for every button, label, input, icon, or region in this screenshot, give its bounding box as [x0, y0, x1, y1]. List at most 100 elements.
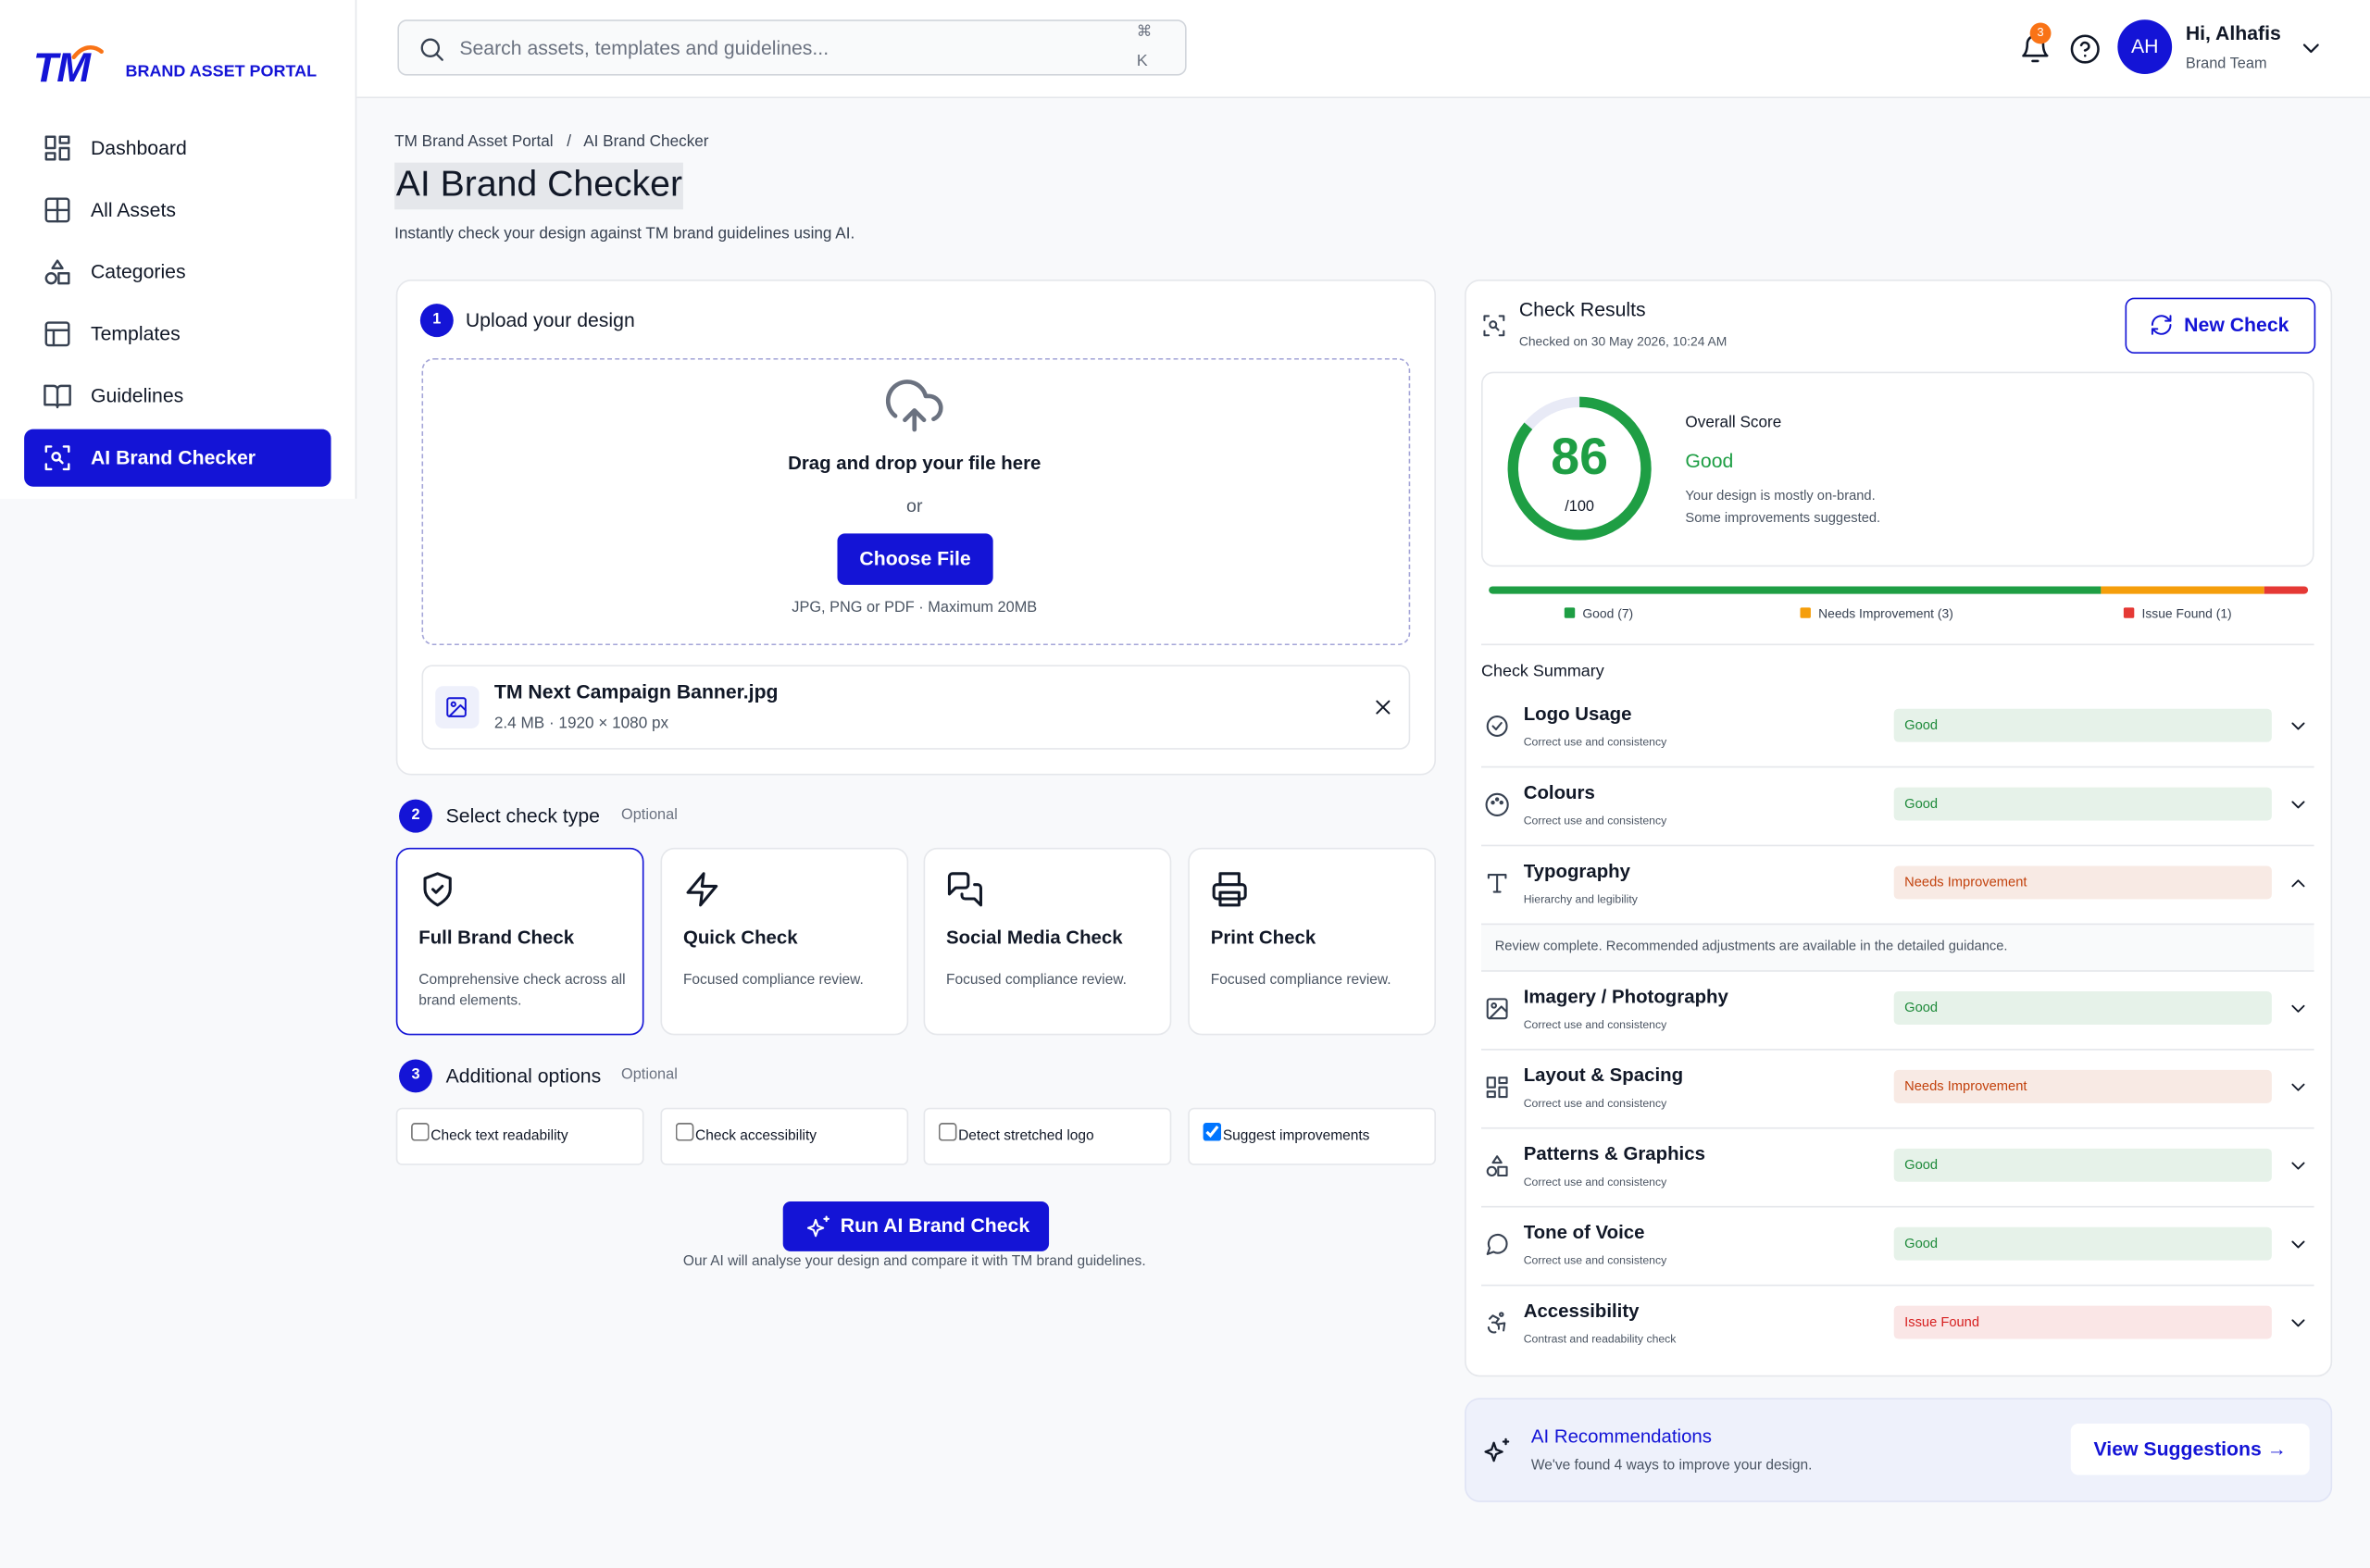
icon	[71, 44, 104, 60]
status-pill	[1893, 708, 2272, 742]
drop-zone	[421, 357, 1411, 646]
check-name: Accessibility	[1523, 1300, 1640, 1322]
status-pill	[1893, 865, 2272, 900]
option-checkbox[interactable]	[675, 1123, 694, 1141]
check-sub: Correct use and consistency	[1523, 1253, 1667, 1267]
expand-toggle[interactable]	[2286, 792, 2308, 815]
avatar: AH	[2117, 19, 2173, 75]
check-type-title: Print Check	[1210, 927, 1316, 949]
nav-item[interactable]: Guidelines	[90, 384, 184, 407]
option-checkbox[interactable]	[1203, 1123, 1222, 1141]
icon	[1487, 873, 1506, 892]
view-suggestions-label: View Suggestions →	[2093, 1437, 2287, 1461]
expand-toggle[interactable]	[2286, 714, 2308, 736]
breadcrumb-sep: /	[567, 132, 572, 151]
run-note: Our AI will analyse your design and comp…	[682, 1252, 1146, 1270]
drop-text: Drag and drop your file here	[788, 452, 1042, 474]
check-type-card[interactable]	[923, 847, 1172, 1036]
status-label: Good	[1904, 795, 1939, 812]
divider	[1480, 643, 2314, 646]
icon	[2302, 44, 2319, 54]
expand-toggle[interactable]	[2286, 1311, 2308, 1333]
icon	[422, 871, 451, 906]
run-button-label: Run AI Brand Check	[840, 1213, 1030, 1237]
new-check-button[interactable]	[2125, 297, 2316, 355]
expand-toggle[interactable]	[2286, 1154, 2308, 1176]
expand-toggle[interactable]	[2286, 871, 2308, 893]
icon	[1485, 715, 1507, 737]
status-pill	[1893, 1305, 2272, 1339]
icon	[44, 321, 70, 347]
score-desc: Your design is mostly on-brand.	[1685, 487, 1876, 504]
expand-toggle[interactable]	[2286, 997, 2308, 1019]
nav-item[interactable]: Dashboard	[90, 136, 187, 159]
icon	[1485, 1233, 1507, 1255]
icon	[1485, 1154, 1507, 1176]
check-type-title: Full Brand Check	[418, 927, 575, 949]
legend-label: Good (7)	[1582, 605, 1634, 621]
option-checkbox[interactable]	[411, 1123, 430, 1141]
nav-item[interactable]: Categories	[90, 260, 186, 283]
score-bar-segment	[2264, 586, 2309, 594]
status-pill	[1893, 1069, 2272, 1103]
section-title: Additional options	[445, 1064, 602, 1088]
divider	[1480, 1126, 2314, 1129]
status-pill	[1893, 1148, 2272, 1182]
icon	[947, 871, 982, 906]
run-button[interactable]	[782, 1201, 1050, 1251]
check-sub: Correct use and consistency	[1523, 1096, 1667, 1111]
page-subtitle: Instantly check your design against TM b…	[394, 224, 855, 243]
check-type-card[interactable]	[395, 847, 644, 1036]
score-arc	[1507, 396, 1652, 541]
check-type-card[interactable]	[1188, 847, 1437, 1036]
optional-label: Optional	[621, 806, 678, 824]
score-value: 86	[1551, 429, 1609, 487]
score-box	[1480, 371, 2314, 567]
nav-item[interactable]: Templates	[90, 322, 181, 345]
optional-label: Optional	[621, 1066, 678, 1084]
step-number: 1	[419, 304, 454, 338]
choose-file-button[interactable]: Choose File	[837, 533, 993, 585]
check-sub: Correct use and consistency	[1523, 814, 1667, 828]
check-type-title: Social Media Check	[946, 927, 1123, 949]
check-name: Typography	[1523, 860, 1630, 882]
check-type-desc: Comprehensive check across all brand ele…	[418, 971, 626, 1009]
nav-item[interactable]: All Assets	[90, 198, 176, 221]
recommendations-title: AI Recommendations	[1530, 1425, 1713, 1448]
check-name: Colours	[1523, 781, 1595, 803]
check-type-desc: Focused compliance review.	[1210, 971, 1391, 989]
results-date: Checked on 30 May 2026, 10:24 AM	[1518, 333, 1728, 349]
check-name: Layout & Spacing	[1523, 1064, 1684, 1087]
expand-toggle[interactable]	[2286, 1232, 2308, 1254]
check-name: Tone of Voice	[1523, 1222, 1645, 1243]
status-pill	[1893, 991, 2272, 1025]
check-type-desc: Focused compliance review.	[946, 971, 1127, 989]
icon	[1482, 314, 1504, 336]
status-label: Needs Improvement	[1904, 874, 2027, 890]
view-suggestions-button[interactable]	[2070, 1423, 2310, 1475]
recommendations-text: We've found 4 ways to improve your desig…	[1530, 1457, 1813, 1475]
score-bar-segment	[2101, 586, 2264, 594]
status-label: Good	[1904, 1235, 1939, 1251]
search-box[interactable]	[397, 19, 1187, 76]
check-sub: Correct use and consistency	[1523, 1017, 1667, 1032]
card	[395, 280, 1437, 776]
expand-toggle[interactable]	[2286, 1076, 2308, 1098]
status-label: Issue Found	[1904, 1313, 1980, 1330]
status-label: Good	[1904, 1000, 1939, 1015]
divider	[1480, 844, 2314, 847]
option-card	[1188, 1107, 1437, 1165]
step-number: 2	[399, 799, 432, 833]
nav-item[interactable]: AI Brand Checker	[90, 445, 256, 469]
legend-swatch	[1564, 607, 1576, 618]
status-pill	[1893, 1226, 2272, 1261]
option-checkbox[interactable]	[938, 1123, 957, 1141]
remove-file[interactable]	[1371, 695, 1395, 719]
option-label: Check accessibility	[695, 1127, 817, 1145]
icon	[2069, 33, 2099, 63]
icon	[419, 37, 443, 61]
shortcut: K	[1136, 52, 1148, 70]
shortcut: ⌘	[1136, 24, 1153, 42]
nav-active	[24, 429, 331, 487]
